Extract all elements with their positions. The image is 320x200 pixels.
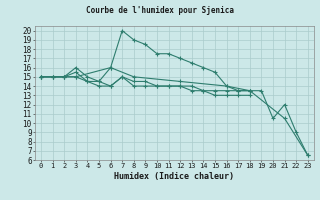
Text: Courbe de l'humidex pour Sjenica: Courbe de l'humidex pour Sjenica (86, 6, 234, 15)
X-axis label: Humidex (Indice chaleur): Humidex (Indice chaleur) (115, 172, 235, 181)
